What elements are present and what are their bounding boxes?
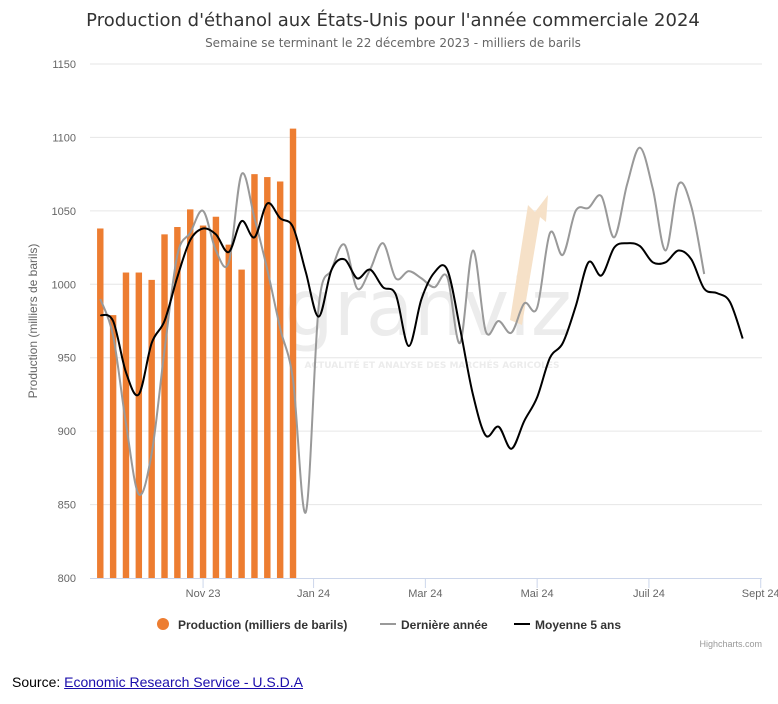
legend-marker-dot bbox=[157, 618, 169, 630]
legend-item-last-year[interactable]: Dernière année bbox=[380, 618, 488, 632]
x-tick-label: Mai 24 bbox=[521, 588, 554, 600]
production-bar[interactable] bbox=[238, 269, 245, 578]
production-bar[interactable] bbox=[148, 279, 155, 578]
source-link[interactable]: Economic Research Service - U.S.D.A bbox=[64, 674, 303, 690]
y-axis-title: Production (milliers de barils) bbox=[26, 244, 40, 399]
x-tick-label: Juil 24 bbox=[633, 588, 665, 600]
legend: Production (milliers de barils) Dernière … bbox=[157, 618, 621, 632]
production-bar[interactable] bbox=[97, 228, 104, 579]
y-tick-label: 1050 bbox=[52, 206, 76, 218]
legend-label: Moyenne 5 ans bbox=[535, 618, 621, 632]
y-tick-label: 800 bbox=[58, 573, 76, 585]
legend-label: Production (milliers de barils) bbox=[178, 618, 347, 632]
y-tick-label: 850 bbox=[58, 500, 76, 512]
production-bar[interactable] bbox=[264, 177, 271, 578]
axes: 800 850 900 950 1000 1050 1100 1150 Nov 23 Jan 24… bbox=[52, 59, 778, 600]
legend-item-five-year-average[interactable]: Moyenne 5 ans bbox=[514, 618, 621, 632]
production-bar[interactable] bbox=[276, 181, 284, 578]
source-label: Source: bbox=[12, 674, 65, 690]
production-bar[interactable] bbox=[109, 315, 117, 578]
x-tick-label: Mar 24 bbox=[408, 588, 442, 600]
production-bar[interactable] bbox=[135, 272, 143, 578]
production-bar[interactable] bbox=[225, 244, 232, 579]
y-tick-label: 900 bbox=[58, 426, 76, 438]
chart-title: Production d'éthanol aux États-Unis pour… bbox=[86, 9, 700, 31]
chart-subtitle: Semaine se terminant le 22 décembre 2023… bbox=[205, 36, 581, 50]
highcharts-credits[interactable]: Highcharts.com bbox=[699, 639, 762, 649]
x-tick-label: Nov 23 bbox=[186, 588, 221, 600]
five-year-average-line[interactable] bbox=[99, 202, 744, 450]
production-bar[interactable] bbox=[174, 227, 181, 579]
production-bar[interactable] bbox=[161, 234, 168, 578]
production-bar[interactable] bbox=[251, 174, 258, 578]
legend-item-production[interactable]: Production (milliers de barils) bbox=[157, 618, 347, 632]
production-bar[interactable] bbox=[212, 216, 220, 578]
legend-label: Dernière année bbox=[401, 618, 488, 632]
y-tick-label: 1000 bbox=[52, 279, 76, 291]
production-bars bbox=[97, 128, 297, 579]
x-tick-label: Jan 24 bbox=[297, 588, 330, 600]
watermark: granviz ACTUALITÉ ET ANALYSE DES MARCHÉS… bbox=[284, 195, 572, 371]
last-year-line[interactable] bbox=[99, 146, 706, 514]
production-bar[interactable] bbox=[289, 128, 297, 579]
production-bar[interactable] bbox=[199, 225, 207, 579]
y-tick-label: 1150 bbox=[52, 59, 76, 71]
series-lines bbox=[99, 146, 744, 514]
production-bar[interactable] bbox=[187, 209, 194, 579]
watermark-arrow bbox=[510, 195, 548, 325]
y-tick-label: 1100 bbox=[52, 132, 76, 144]
source-line: Source: Economic Research Service - U.S.… bbox=[12, 674, 303, 690]
y-tick-label: 950 bbox=[58, 353, 76, 365]
watermark-tagline: ACTUALITÉ ET ANALYSE DES MARCHÉS AGRICOL… bbox=[305, 359, 560, 371]
x-tick-label: Sept 24 bbox=[742, 588, 778, 600]
